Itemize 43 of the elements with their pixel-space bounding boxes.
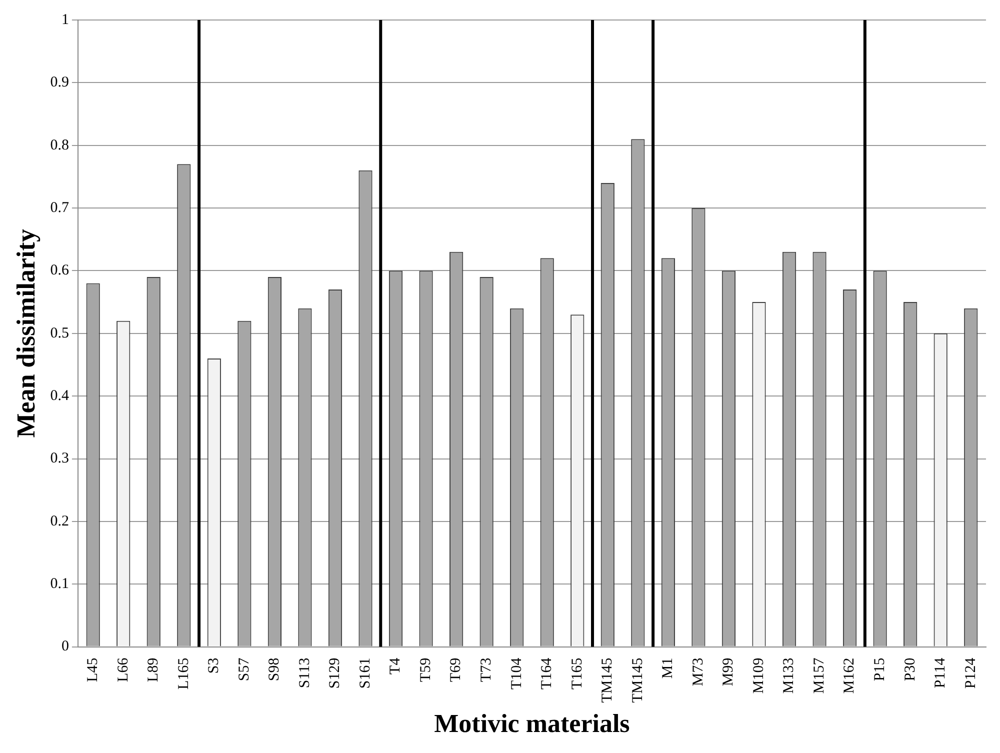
x-axis-title: Motivic materials [434,709,630,738]
y-tick-label: 0.5 [50,325,69,342]
x-tick-label: T104 [508,657,525,690]
y-tick-label: 0.2 [50,513,69,530]
x-tick-label: T164 [539,657,556,690]
y-axis-title: Mean dissimilarity [11,229,40,438]
x-tick-label: M157 [811,657,828,694]
x-tick-label: M73 [690,658,706,686]
x-tick-label: M109 [750,658,767,694]
x-tick-label: P30 [902,658,918,682]
x-tick-label: L45 [85,658,102,682]
x-tick-label: TM145 [630,658,646,703]
x-tick-label: S129 [327,658,344,689]
x-tick-label: S3 [206,658,222,674]
y-tick-label: 0.8 [50,137,69,154]
x-tick-label: S161 [357,658,374,689]
x-tick-label: S57 [236,657,252,682]
x-tick-label: P15 [872,658,888,682]
y-tick-label: 0.6 [50,262,70,279]
x-tick-label: T165 [569,658,586,690]
x-tick-label: P114 [932,657,949,688]
x-tick-label: T59 [418,658,434,682]
y-tick-label: 0 [61,638,69,655]
x-tick-label: T4 [388,657,404,674]
y-tick-label: 0.7 [50,200,70,216]
y-tick-label: 1 [61,12,69,28]
x-tick-label: L66 [115,657,132,682]
y-tick-label: 0.4 [50,388,70,404]
x-tick-label: S98 [266,658,283,682]
x-tick-label: L165 [176,658,192,690]
y-tick-label: 0.1 [50,576,69,592]
x-tick-label: T73 [478,658,495,682]
x-tick-label: P124 [962,657,979,689]
x-tick-label: M1 [660,658,676,679]
x-tick-label: M162 [842,658,858,694]
x-tick-label: TM145 [600,658,616,703]
x-tick-label: T69 [448,658,464,682]
y-tick-label: 0.9 [50,74,69,91]
x-tick-label: S113 [296,658,313,688]
x-tick-label: M99 [720,658,737,686]
y-tick-label: 0.3 [50,450,69,467]
x-tick-label: M133 [781,658,798,694]
x-tick-label: L89 [146,658,162,682]
